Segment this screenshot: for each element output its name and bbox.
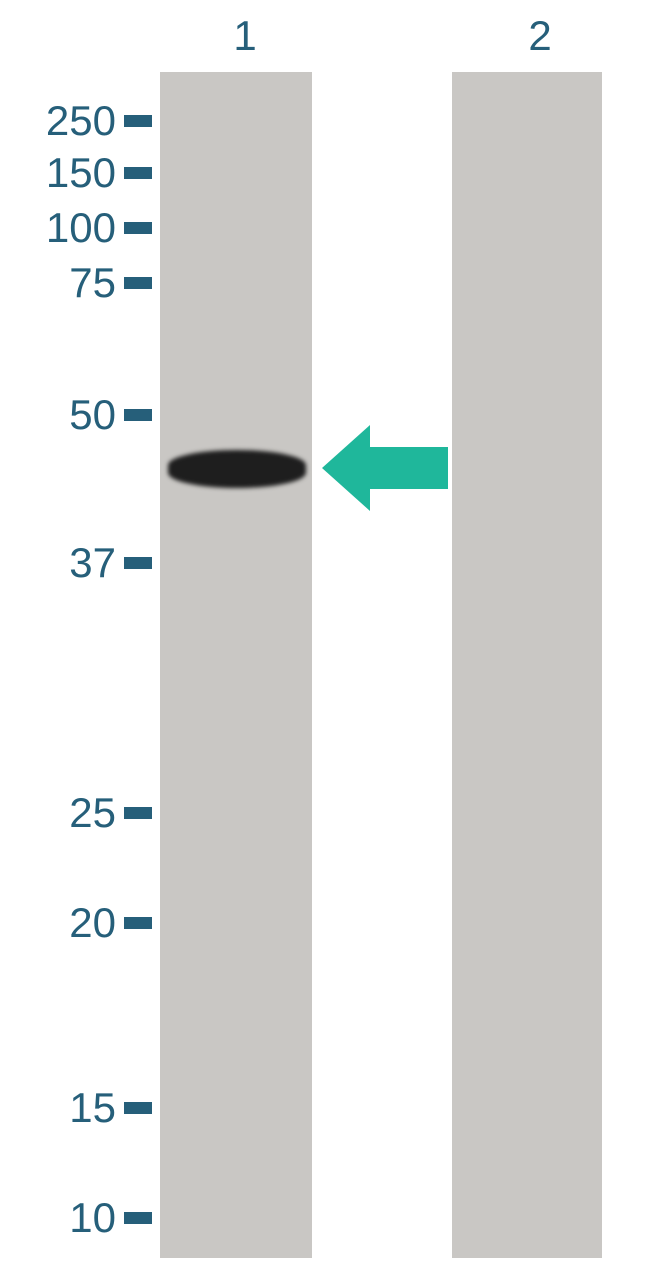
marker-tick <box>124 115 152 127</box>
marker-20: 20 <box>0 899 152 947</box>
marker-150: 150 <box>0 149 152 197</box>
marker-10: 10 <box>0 1194 152 1242</box>
lane-1-label: 1 <box>215 12 275 60</box>
marker-tick <box>124 807 152 819</box>
lane-2-label: 2 <box>510 12 570 60</box>
marker-tick <box>124 277 152 289</box>
marker-tick <box>124 1212 152 1224</box>
marker-25: 25 <box>0 789 152 837</box>
band-arrow-icon <box>322 425 452 520</box>
marker-value: 25 <box>16 789 116 837</box>
lane-2 <box>452 72 602 1258</box>
marker-value: 150 <box>16 149 116 197</box>
marker-tick <box>124 167 152 179</box>
marker-value: 100 <box>16 204 116 252</box>
marker-50: 50 <box>0 391 152 439</box>
marker-value: 37 <box>16 539 116 587</box>
marker-tick <box>124 409 152 421</box>
marker-value: 250 <box>16 97 116 145</box>
marker-value: 20 <box>16 899 116 947</box>
marker-37: 37 <box>0 539 152 587</box>
marker-100: 100 <box>0 204 152 252</box>
marker-250: 250 <box>0 97 152 145</box>
marker-tick <box>124 222 152 234</box>
protein-band <box>168 450 306 488</box>
marker-value: 15 <box>16 1084 116 1132</box>
marker-tick <box>124 557 152 569</box>
marker-value: 75 <box>16 259 116 307</box>
lane-1 <box>160 72 312 1258</box>
marker-15: 15 <box>0 1084 152 1132</box>
marker-tick <box>124 917 152 929</box>
marker-value: 50 <box>16 391 116 439</box>
marker-value: 10 <box>16 1194 116 1242</box>
marker-tick <box>124 1102 152 1114</box>
marker-75: 75 <box>0 259 152 307</box>
